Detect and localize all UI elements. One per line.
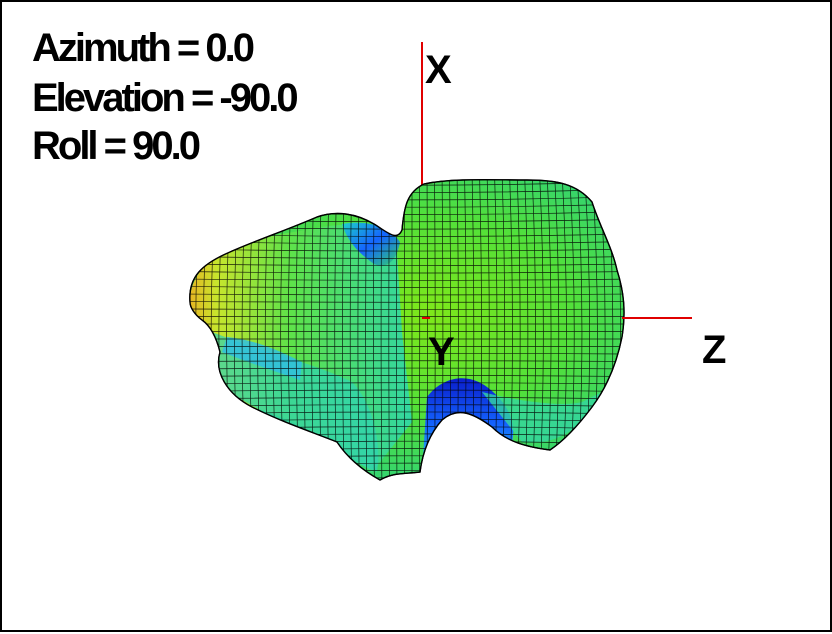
mesh-meridian [203, 172, 209, 492]
mesh-parallel [182, 485, 632, 489]
surface-mesh [180, 172, 644, 492]
mesh-meridian [188, 172, 195, 492]
y-axis-label: Y [428, 332, 455, 372]
mesh-parallel [182, 174, 632, 178]
mesh-meridian [180, 172, 187, 492]
mesh-parallel [182, 478, 632, 482]
mesh-meridian [630, 172, 637, 492]
roll-readout: Roll = 90.0 [32, 126, 198, 166]
z-axis-label: Z [702, 330, 726, 370]
elevation-readout: Elevation = -90.0 [32, 78, 296, 118]
mesh-meridian [196, 172, 202, 492]
azimuth-readout: Azimuth = 0.0 [32, 28, 252, 68]
mesh-meridian [637, 172, 644, 492]
x-axis-label: X [425, 50, 452, 90]
surface-body [180, 172, 644, 492]
